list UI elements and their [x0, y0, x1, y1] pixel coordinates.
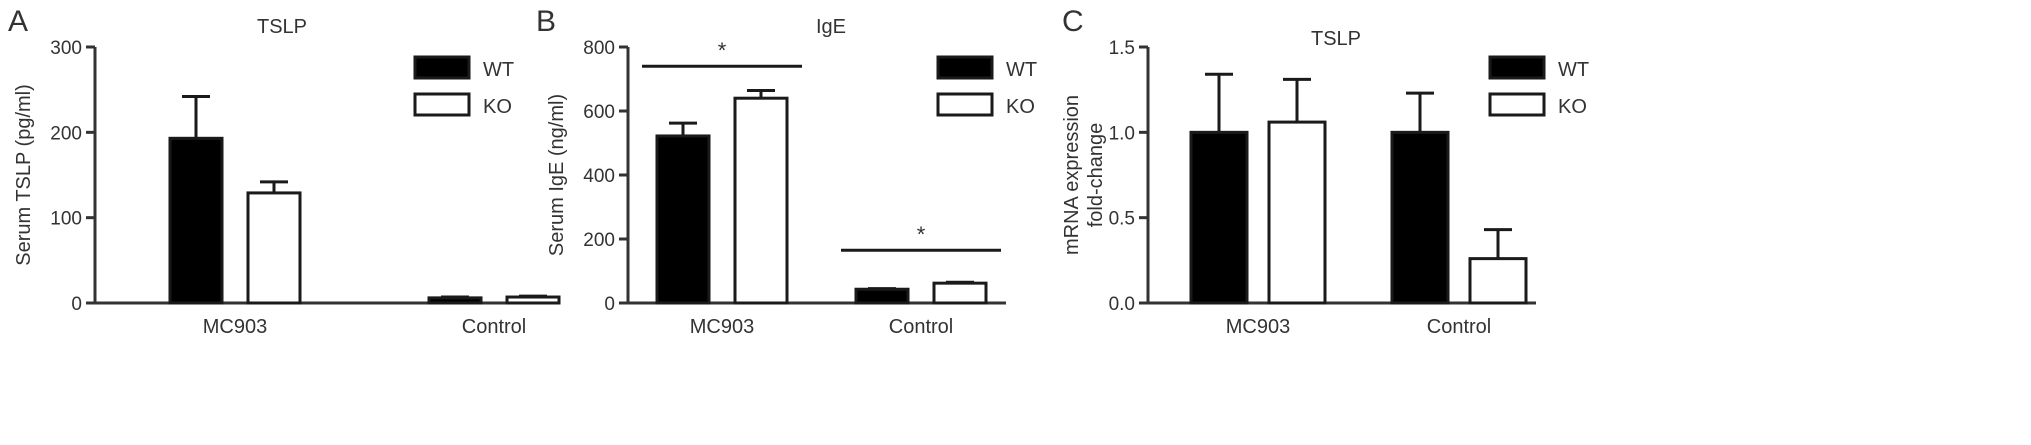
y-tick-label: 0.0 [1109, 294, 1135, 315]
bar-ko-mc903 [246, 191, 302, 305]
y-tick-label: 200 [583, 230, 615, 251]
legend-swatch [1488, 92, 1546, 117]
legend-swatch [936, 55, 994, 80]
bar-ko-mc903 [1267, 120, 1327, 305]
panel-label: C [1062, 5, 1084, 38]
legend-swatch [413, 92, 471, 117]
legend-label: KO [1006, 96, 1035, 118]
y-tick-label: 200 [50, 123, 82, 144]
bar-wt-mc903 [655, 134, 711, 305]
y-tick-label: 300 [50, 38, 82, 59]
legend-label: KO [483, 96, 512, 118]
x-tick-label: Control [1427, 316, 1491, 338]
y-tick-label: 400 [583, 166, 615, 187]
y-tick-label: 800 [583, 38, 615, 59]
bar-ko-control [505, 295, 561, 305]
y-tick-label: 1.0 [1109, 123, 1135, 144]
y-tick-label: 600 [583, 102, 615, 123]
chart-panel-a: A TSLP Serum TSLP (pg/ml) 0 100 200 300 MC903 Co… [8, 5, 561, 338]
significance-star: * [718, 38, 727, 63]
legend-swatch [936, 92, 994, 117]
legend-swatch [1488, 55, 1546, 80]
legend-swatch [413, 55, 471, 80]
bar-ko-control [1468, 257, 1528, 305]
legend-label: WT [1006, 59, 1037, 81]
x-tick-label: Control [462, 316, 526, 338]
bar-wt-mc903 [1189, 130, 1249, 305]
chart-panel-b: B IgE Serum IgE (ng/ml) 0 200 400 600 800 MC903 C… [536, 5, 1037, 338]
bar-ko-mc903 [733, 96, 789, 305]
legend-label: WT [1558, 59, 1589, 81]
significance-star: * [917, 222, 926, 247]
panel-label: B [536, 5, 556, 38]
y-tick-label: 0.5 [1109, 209, 1135, 230]
y-tick-label: 1.5 [1109, 38, 1135, 59]
bar-wt-control [427, 296, 483, 305]
x-tick-label: MC903 [203, 316, 267, 338]
legend-label: KO [1558, 96, 1587, 118]
y-axis-label-line: fold-change [1085, 123, 1107, 228]
bar-wt-control [1390, 130, 1450, 305]
y-axis-label-line: mRNA expression [1061, 95, 1083, 255]
y-axis-label: Serum TSLP (pg/ml) [13, 84, 35, 266]
chart-title: IgE [816, 16, 846, 38]
x-tick-label: MC903 [690, 316, 754, 338]
chart-panel-c: C TSLP mRNA expression fold-change 0.0 0.5 1.0… [1061, 5, 1589, 338]
chart-title: TSLP [257, 16, 307, 38]
y-tick-label: 100 [50, 209, 82, 230]
x-tick-label: MC903 [1226, 316, 1290, 338]
chart-title: TSLP [1311, 28, 1361, 50]
legend-label: WT [483, 59, 514, 81]
y-tick-label: 0 [71, 294, 82, 315]
bar-wt-mc903 [168, 136, 224, 305]
panel-label: A [8, 5, 28, 38]
bar-wt-control [854, 287, 910, 305]
y-axis-label: Serum IgE (ng/ml) [546, 94, 568, 256]
bar-ko-control [932, 281, 988, 305]
y-tick-label: 0 [604, 294, 615, 315]
x-tick-label: Control [889, 316, 953, 338]
